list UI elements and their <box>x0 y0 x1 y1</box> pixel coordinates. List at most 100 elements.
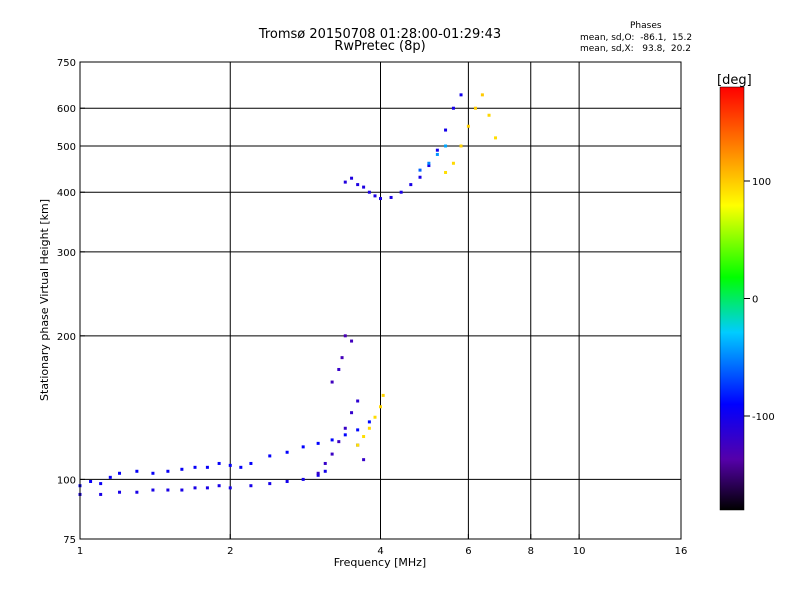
colorbar-ticks: 100 0 -100 <box>744 177 775 423</box>
colorbar-tick-label: 0 <box>752 295 758 306</box>
data-point <box>249 484 253 488</box>
data-points <box>78 93 498 496</box>
colorbar <box>719 86 745 511</box>
data-point <box>418 175 422 179</box>
data-point <box>356 443 360 447</box>
x-tick-label: 8 <box>528 546 534 557</box>
data-point <box>316 473 320 477</box>
data-point <box>480 93 484 97</box>
data-point <box>362 185 366 189</box>
data-point <box>118 471 122 475</box>
data-point <box>180 488 184 492</box>
data-point <box>180 467 184 471</box>
data-point <box>330 380 334 384</box>
y-axis: 75 100 200 300 400 500 600 750 <box>57 58 85 546</box>
data-point <box>427 161 431 165</box>
x-tick-label: 4 <box>377 546 383 557</box>
data-point <box>356 399 360 403</box>
data-point <box>193 465 197 469</box>
data-point <box>99 482 103 486</box>
data-point <box>205 465 209 469</box>
y-tick-label: 100 <box>57 475 76 486</box>
data-point <box>316 471 320 475</box>
data-point <box>494 136 498 140</box>
y-axis-label: Stationary phase Virtual Height [km] <box>38 199 51 401</box>
y-tick-label: 400 <box>57 188 76 199</box>
data-point <box>427 164 431 168</box>
data-point <box>418 168 422 172</box>
colorbar-tick-label: -100 <box>752 412 775 423</box>
data-point <box>367 420 371 424</box>
chart-title: Tromsø 20150708 01:28:00-01:29:43 <box>258 27 502 42</box>
data-point <box>343 433 347 437</box>
y-tick-label: 75 <box>63 535 76 546</box>
data-point <box>350 176 354 180</box>
data-point <box>249 461 253 465</box>
data-point <box>343 180 347 184</box>
x-axis: 1 2 4 6 8 10 16 <box>77 534 687 557</box>
data-point <box>285 450 289 454</box>
data-point <box>340 356 344 360</box>
data-point <box>367 190 371 194</box>
data-point <box>362 435 366 439</box>
data-point <box>444 144 448 148</box>
data-point <box>151 471 155 475</box>
data-point <box>228 463 232 467</box>
data-point <box>108 475 112 479</box>
data-point <box>451 106 455 110</box>
grid-lines <box>80 62 681 539</box>
data-point <box>301 445 305 449</box>
data-point <box>350 339 354 343</box>
data-point <box>118 490 122 494</box>
data-point <box>459 144 463 148</box>
y-tick-label: 500 <box>57 142 76 153</box>
data-point <box>487 113 491 117</box>
data-point <box>409 183 413 187</box>
data-point <box>166 469 170 473</box>
data-point <box>373 194 377 198</box>
x-tick-label: 6 <box>465 546 471 557</box>
data-point <box>268 482 272 486</box>
data-point <box>193 486 197 490</box>
data-point <box>323 469 327 473</box>
data-point <box>330 438 334 442</box>
data-point <box>343 426 347 430</box>
data-point <box>473 106 477 110</box>
data-point <box>466 124 470 128</box>
data-point <box>444 170 448 174</box>
data-point <box>451 161 455 165</box>
data-point <box>151 488 155 492</box>
data-point <box>389 195 393 199</box>
data-point <box>135 490 139 494</box>
y-tick-label: 200 <box>57 332 76 343</box>
colorbar-label: [deg] <box>717 73 752 88</box>
y-tick-label: 600 <box>57 104 76 115</box>
data-point <box>316 441 320 445</box>
data-point <box>135 469 139 473</box>
data-point <box>444 128 448 132</box>
data-point <box>435 152 439 156</box>
data-point <box>205 486 209 490</box>
data-point <box>379 197 382 201</box>
data-point <box>89 479 93 483</box>
phase-stats-o: mean, sd,O: -86.1, 15.2 <box>580 33 693 43</box>
data-point <box>379 405 382 409</box>
data-point <box>99 492 103 496</box>
data-point <box>301 477 305 481</box>
data-point <box>285 479 289 483</box>
x-tick-label: 2 <box>227 546 233 557</box>
data-point <box>343 334 347 338</box>
y-tick-label: 750 <box>57 58 76 69</box>
data-point <box>239 465 243 469</box>
data-point <box>330 452 334 456</box>
data-point <box>350 411 354 415</box>
data-point <box>373 415 377 419</box>
x-tick-label: 10 <box>573 546 586 557</box>
data-point <box>356 183 360 187</box>
data-point <box>268 454 272 458</box>
phase-stats-x: mean, sd,X: 93.8, 20.2 <box>580 44 691 54</box>
data-point <box>399 190 403 194</box>
data-point <box>166 488 170 492</box>
data-point <box>362 458 366 462</box>
data-point <box>323 461 327 465</box>
